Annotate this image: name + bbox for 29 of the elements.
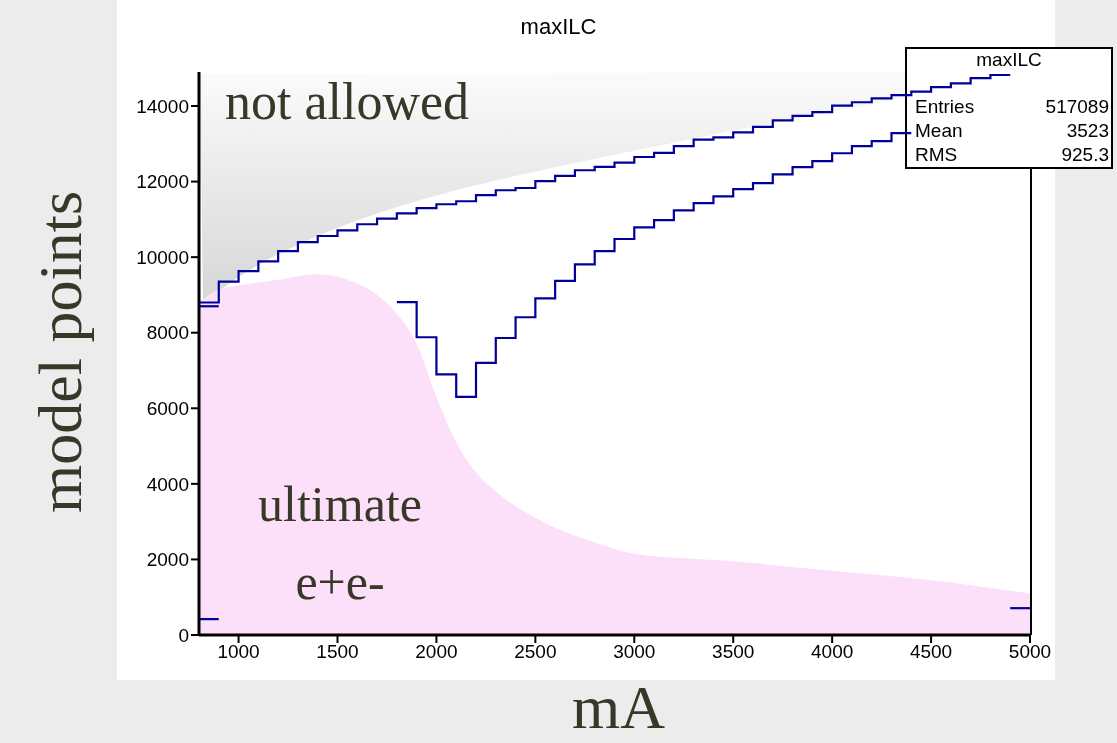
annotation: ultimate e+e-	[257, 475, 423, 612]
x-tick-label: 4000	[811, 641, 854, 663]
text: 925.3	[1061, 143, 1109, 167]
y-tick-label: 14000	[136, 95, 189, 117]
x-tick-label: 5000	[1008, 641, 1052, 663]
text: 517089	[1045, 95, 1109, 119]
x-tick-label: 1500	[316, 641, 359, 663]
annotation: RMS	[915, 143, 958, 167]
x-tick-label: 2500	[514, 641, 557, 663]
text: maxILC	[975, 49, 1043, 72]
y-tick-label: 8000	[146, 322, 189, 344]
annotation: Entries	[915, 95, 975, 119]
y-tick-label: 2000	[146, 549, 189, 571]
y-tick-label: 10000	[136, 246, 189, 268]
x-tick-label: 3500	[712, 641, 755, 663]
text: 3523	[1066, 119, 1109, 143]
x-tick-label: 2000	[415, 641, 458, 663]
x-tick-label: 1000	[217, 641, 260, 663]
y-axis-title: model points	[24, 190, 95, 514]
y-tick-label: 4000	[146, 473, 189, 495]
y-tick-label: 0	[178, 624, 189, 646]
x-tick-label: 3000	[613, 641, 656, 663]
y-tick-label: 12000	[136, 171, 189, 193]
x-tick-label: 4500	[909, 641, 953, 663]
annotation: Mean	[915, 119, 963, 143]
y-tick-label: 6000	[146, 398, 189, 420]
annotation: not allowed	[225, 72, 470, 131]
chart-title: maxILC	[519, 14, 598, 40]
x-axis-title: mA	[571, 672, 666, 743]
